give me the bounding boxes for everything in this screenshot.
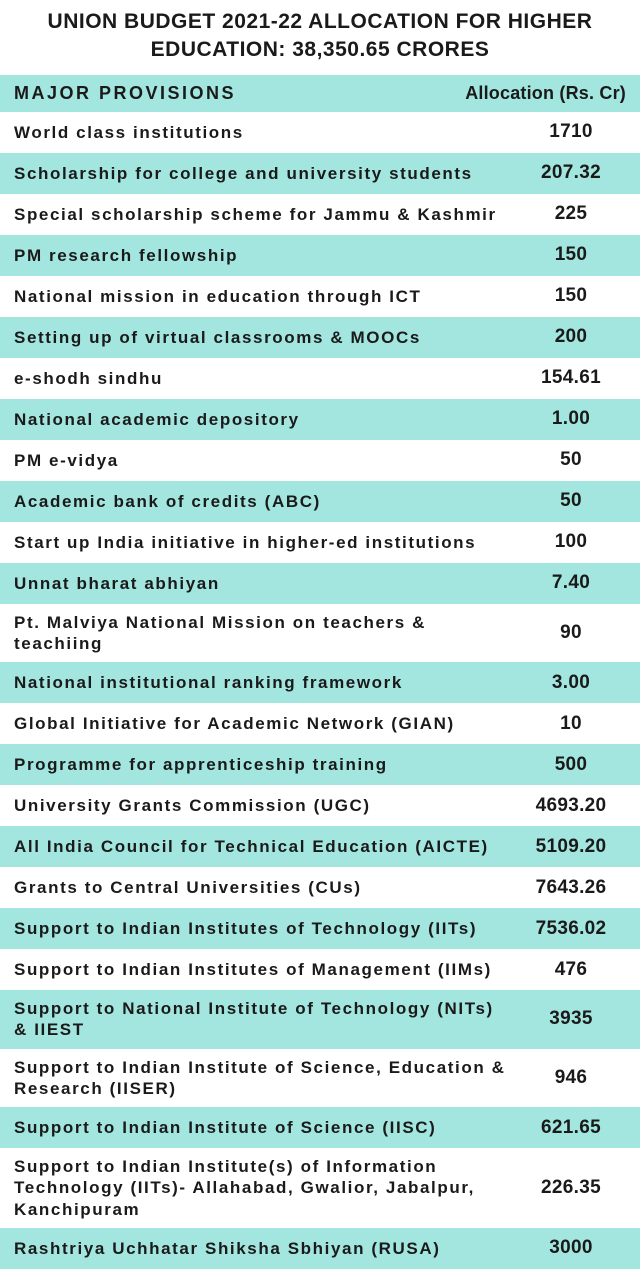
table-row: All India Council for Technical Educatio… [0,826,640,867]
table-row: National mission in education through IC… [0,276,640,317]
allocation-cell: 226.35 [516,1177,626,1199]
allocation-cell: 90 [516,622,626,644]
table-row: Support to National Institute of Technol… [0,990,640,1049]
allocation-cell: 3.00 [516,672,626,694]
provision-cell: Academic bank of credits (ABC) [14,491,516,512]
allocation-cell: 200 [516,326,626,348]
provision-cell: Unnat bharat abhiyan [14,573,516,594]
table-header-row: MAJOR PROVISIONS Allocation (Rs. Cr) [0,75,640,112]
provision-cell: Scholarship for college and university s… [14,163,516,184]
allocation-cell: 946 [516,1067,626,1089]
allocation-cell: 150 [516,244,626,266]
header-provisions: MAJOR PROVISIONS [14,83,465,104]
provision-cell: Support to Indian Institutes of Technolo… [14,918,516,939]
provision-cell: PM e-vidya [14,450,516,471]
table-row: Start up India initiative in higher-ed i… [0,522,640,563]
table-row: Support to Indian Institutes of Manageme… [0,949,640,990]
table-row: Support to Indian Institute of Science, … [0,1049,640,1108]
table-row: University Grants Commission (UGC)4693.2… [0,785,640,826]
allocation-cell: 500 [516,754,626,776]
provision-cell: Support to Indian Institute(s) of Inform… [14,1156,516,1220]
table-row: PM e-vidya50 [0,440,640,481]
table-row: Special scholarship scheme for Jammu & K… [0,194,640,235]
provision-cell: Setting up of virtual classrooms & MOOCs [14,327,516,348]
table-row: National academic depository1.00 [0,399,640,440]
page-title: UNION BUDGET 2021-22 ALLOCATION FOR HIGH… [0,0,640,75]
allocation-cell: 4693.20 [516,795,626,817]
header-allocation: Allocation (Rs. Cr) [465,83,626,104]
table-row: PM research fellowship150 [0,235,640,276]
provision-cell: Support to Indian Institute of Science (… [14,1117,516,1138]
allocation-cell: 3935 [516,1008,626,1030]
provision-cell: World class institutions [14,122,516,143]
provision-cell: e-shodh sindhu [14,368,516,389]
provision-cell: Special scholarship scheme for Jammu & K… [14,204,516,225]
table-row: e-shodh sindhu154.61 [0,358,640,399]
allocation-cell: 3000 [516,1237,626,1259]
allocation-cell: 50 [516,490,626,512]
provision-cell: National mission in education through IC… [14,286,516,307]
table-row: Rashtriya Uchhatar Shiksha Sbhiyan (RUSA… [0,1228,640,1269]
table-row: Support to Indian Institute(s) of Inform… [0,1148,640,1228]
table-row: Global Initiative for Academic Network (… [0,703,640,744]
provision-cell: Pt. Malviya National Mission on teachers… [14,612,516,655]
provision-cell: Programme for apprenticeship training [14,754,516,775]
provision-cell: All India Council for Technical Educatio… [14,836,516,857]
table-row: World class institutions1710 [0,112,640,153]
allocation-cell: 100 [516,531,626,553]
allocation-cell: 10 [516,713,626,735]
provision-cell: Grants to Central Universities (CUs) [14,877,516,898]
table-row: Grants to Central Universities (CUs)7643… [0,867,640,908]
provision-cell: Global Initiative for Academic Network (… [14,713,516,734]
provision-cell: University Grants Commission (UGC) [14,795,516,816]
allocation-cell: 1.00 [516,408,626,430]
provision-cell: Start up India initiative in higher-ed i… [14,532,516,553]
allocation-cell: 1710 [516,121,626,143]
allocation-cell: 225 [516,203,626,225]
provision-cell: Support to National Institute of Technol… [14,998,516,1041]
table-row: Unnat bharat abhiyan7.40 [0,563,640,604]
table-row: Academic bank of credits (ABC)50 [0,481,640,522]
table-row: Programme for apprenticeship training500 [0,744,640,785]
allocation-cell: 150 [516,285,626,307]
allocation-cell: 7643.26 [516,877,626,899]
allocation-cell: 7.40 [516,572,626,594]
allocation-cell: 5109.20 [516,836,626,858]
allocation-cell: 154.61 [516,367,626,389]
table-row: Pt. Malviya National Mission on teachers… [0,604,640,663]
table-row: Support to Indian Institutes of Technolo… [0,908,640,949]
provision-cell: PM research fellowship [14,245,516,266]
provision-cell: National academic depository [14,409,516,430]
table-body: World class institutions1710Scholarship … [0,112,640,1269]
provision-cell: National institutional ranking framework [14,672,516,693]
table-row: National institutional ranking framework… [0,662,640,703]
table-row: Scholarship for college and university s… [0,153,640,194]
provision-cell: Rashtriya Uchhatar Shiksha Sbhiyan (RUSA… [14,1238,516,1259]
allocation-cell: 7536.02 [516,918,626,940]
provision-cell: Support to Indian Institute of Science, … [14,1057,516,1100]
table-row: Support to Indian Institute of Science (… [0,1107,640,1148]
provision-cell: Support to Indian Institutes of Manageme… [14,959,516,980]
table-row: Setting up of virtual classrooms & MOOCs… [0,317,640,358]
allocation-cell: 621.65 [516,1117,626,1139]
allocation-cell: 207.32 [516,162,626,184]
allocation-cell: 50 [516,449,626,471]
allocation-cell: 476 [516,959,626,981]
